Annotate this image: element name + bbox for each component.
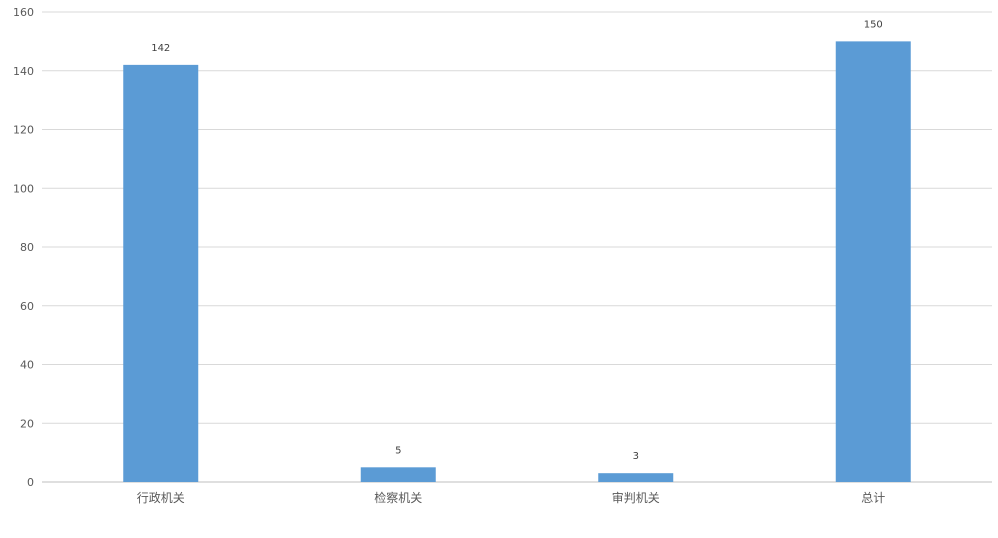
y-tick-label: 20: [20, 417, 34, 430]
y-tick-label: 80: [20, 241, 34, 254]
y-tick-label: 160: [13, 6, 34, 19]
bars: [123, 41, 911, 482]
category-label: 检察机关: [374, 490, 422, 505]
category-label: 审判机关: [612, 490, 660, 505]
y-tick-label: 40: [20, 359, 34, 372]
y-tick-label: 60: [20, 300, 34, 313]
y-tick-label: 140: [13, 65, 34, 78]
y-tick-label: 100: [13, 182, 34, 195]
data-label: 142: [151, 43, 170, 54]
data-label: 150: [864, 19, 883, 30]
y-tick-label: 120: [13, 124, 34, 137]
data-label: 3: [633, 451, 639, 462]
bar: [123, 65, 198, 482]
bar: [598, 473, 673, 482]
data-labels: 142 5 3 150: [151, 19, 883, 462]
data-label: 5: [395, 445, 401, 456]
category-label: 行政机关: [137, 491, 185, 505]
bar: [361, 467, 436, 482]
y-tick-label: 0: [27, 476, 34, 489]
bar: [836, 41, 911, 482]
y-axis-tick-labels: 0 20 40 60 80 100 120 140 160: [13, 6, 34, 489]
x-axis-category-labels: 行政机关 检察机关 审判机关 总计: [137, 490, 886, 505]
category-label: 总计: [861, 491, 885, 505]
